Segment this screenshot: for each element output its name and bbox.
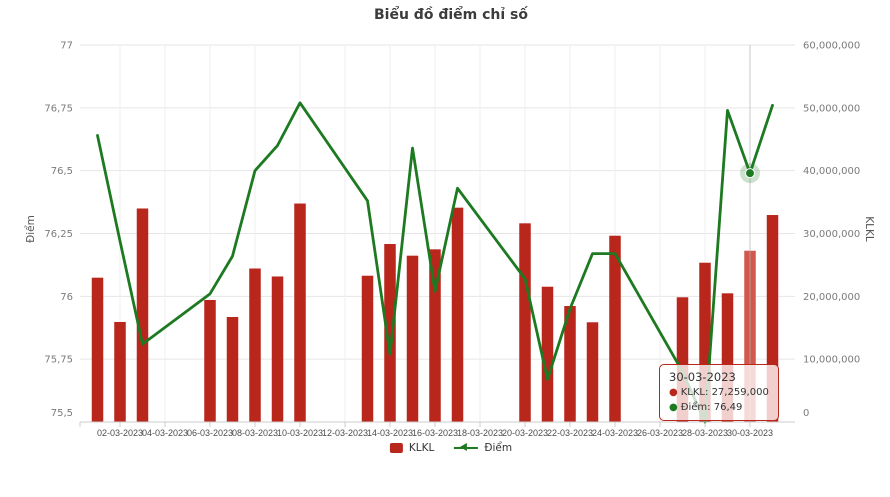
bar[interactable]	[294, 203, 306, 422]
chart-title: Biểu đồ điểm chỉ số	[374, 7, 528, 23]
legend-diem-label: Điểm	[484, 442, 513, 454]
y-left-tick-label: 76,75	[44, 103, 73, 114]
x-tick-label: 30-03-2023	[727, 428, 773, 438]
x-tick-label: 10-03-2023	[277, 428, 323, 438]
y-left-tick-label: 75,5	[51, 408, 73, 419]
bar-swatch-icon	[389, 443, 403, 453]
bar[interactable]	[541, 286, 554, 422]
y-left-tick-label: 75,75	[44, 355, 73, 366]
bar[interactable]	[361, 275, 374, 422]
y-right-tick-label: 10,000,000	[803, 355, 860, 366]
hover-point-marker	[745, 168, 755, 179]
y-right-tick-label: 30,000,000	[803, 229, 860, 240]
legend-item-diem[interactable]: Điểm	[454, 442, 512, 454]
legend-klkl-label: KLKL	[408, 442, 435, 454]
y-left-tick-label: 77	[60, 41, 73, 52]
bar[interactable]	[271, 276, 284, 422]
bar[interactable]	[451, 207, 464, 422]
legend-item-klkl[interactable]: KLKL	[389, 442, 435, 454]
bar[interactable]	[429, 249, 441, 422]
bar[interactable]	[136, 208, 149, 422]
y-left-tick-label: 76,5	[51, 166, 73, 177]
line-swatch-icon	[454, 443, 479, 452]
bar[interactable]	[249, 268, 261, 422]
bar[interactable]	[721, 293, 734, 422]
x-tick-label: 18-03-2023	[457, 428, 503, 438]
x-tick-label: 28-03-2023	[682, 428, 728, 438]
x-tick-label: 16-03-2023	[412, 428, 458, 438]
bar[interactable]	[519, 223, 531, 422]
y-right-tick-label: 50,000,000	[803, 103, 860, 114]
bar[interactable]	[114, 321, 126, 422]
x-tick-label: 04-03-2023	[142, 428, 188, 438]
x-tick-label: 20-03-2023	[502, 428, 548, 438]
y-right-tick-label: 20,000,000	[803, 292, 860, 303]
bar[interactable]	[564, 306, 576, 422]
bar[interactable]	[676, 297, 689, 422]
x-tick-label: 22-03-2023	[547, 428, 593, 438]
y-left-tick-label: 76,25	[44, 229, 73, 240]
x-tick-label: 24-03-2023	[592, 428, 638, 438]
y-right-tick-label: 60,000,000	[803, 41, 860, 52]
bar[interactable]	[91, 277, 104, 422]
y-left-tick-label: 76	[60, 292, 73, 303]
bar[interactable]	[204, 299, 216, 422]
legend: KLKL Điểm	[389, 442, 512, 454]
bar[interactable]	[766, 215, 779, 422]
x-tick-label: 26-03-2023	[637, 428, 683, 438]
x-tick-label: 02-03-2023	[97, 428, 143, 438]
bar[interactable]	[406, 255, 419, 422]
y-right-tick-label: 40,000,000	[803, 166, 860, 177]
x-tick-label: 06-03-2023	[187, 428, 233, 438]
y-right-tick-label: 0	[803, 408, 809, 419]
bar[interactable]	[699, 262, 711, 422]
x-tick-label: 08-03-2023	[232, 428, 278, 438]
bar[interactable]	[226, 317, 239, 422]
x-tick-label: 12-03-2023	[322, 428, 368, 438]
line-marker-icon	[460, 443, 468, 452]
x-tick-label: 14-03-2023	[367, 428, 413, 438]
bar[interactable]	[384, 243, 396, 422]
bar[interactable]	[609, 235, 621, 422]
bar[interactable]	[586, 322, 599, 422]
